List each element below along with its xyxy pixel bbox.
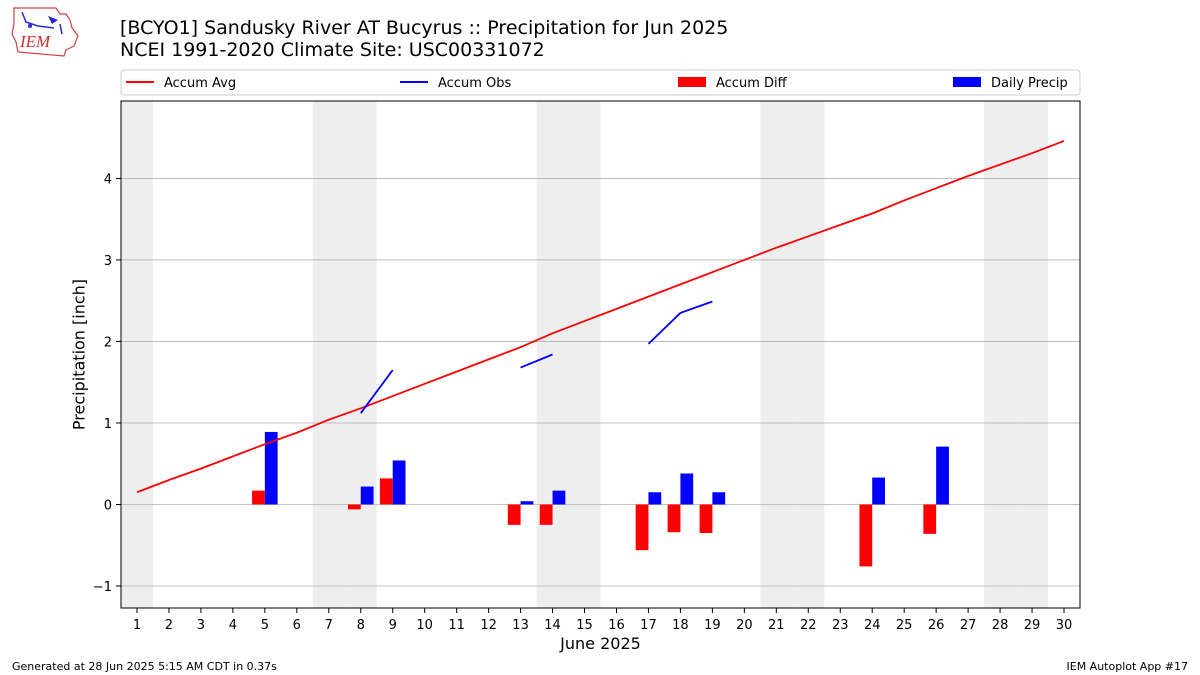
x-tick-label: 1 [133,618,141,633]
accum-diff-bar [379,478,393,505]
legend-box [120,69,1081,96]
x-tick-label: 17 [640,618,657,633]
legend-swatch-patch [678,77,706,87]
accum-diff-bar [923,504,937,534]
x-tick-label: 15 [576,618,593,633]
x-tick-label: 13 [512,618,529,633]
legend-label: Accum Obs [438,76,511,91]
x-tick-label: 3 [197,618,205,633]
daily-precip-bar [680,473,694,505]
x-tick-label: 18 [672,618,689,633]
x-tick-label: 21 [768,618,785,633]
x-tick-label: 24 [864,618,881,633]
y-tick-label: 2 [104,335,112,350]
accum-diff-bar [347,504,361,510]
daily-precip-bar [520,501,534,505]
plot-frame [120,100,1081,609]
x-tick-label: 11 [448,618,465,633]
x-axis-label: June 2025 [559,634,641,653]
y-tick-label: 3 [104,254,112,269]
x-tick-label: 30 [1056,618,1073,633]
daily-precip-bar [392,460,406,505]
x-tick-label: 16 [608,618,625,633]
daily-precip-bar [552,490,566,505]
weekend-band [984,101,1017,608]
x-tick-label: 10 [416,618,433,633]
daily-precip-bar [648,492,662,505]
legend: Accum Avg Accum Obs Accum Diff Daily Precip [120,69,1081,96]
x-tick-label: 2 [165,618,173,633]
accum-diff-bar [252,490,265,505]
weekend-band [568,101,601,608]
iem-logo: IEM [11,7,79,57]
x-tick-label: 20 [736,618,753,633]
chart-title: [BCYO1] Sandusky River AT Bucyrus :: Pre… [120,17,729,39]
daily-precip-bar [264,431,278,505]
accum-diff-bar [539,504,553,525]
weekend-bands [121,101,1049,608]
accum-diff-bar [859,504,873,567]
x-tick-label: 23 [832,618,849,633]
series-lines [136,140,1065,494]
weekend-band [1016,101,1049,608]
y-tick-label: 1 [104,417,112,432]
weekend-band [760,101,793,608]
y-tick-label: 4 [104,172,112,187]
bars [252,431,949,567]
x-axis: 1 2 3 4 5 6 7 8 9 10 11 12 13 14 15 16 17 18 19 20 21 22 23 24 2… [133,608,1072,633]
weekend-band [121,101,153,608]
legend-label: Accum Diff [716,76,788,91]
accum-avg-line [136,140,1065,494]
accum-obs-line [647,300,713,345]
x-tick-label: 4 [229,618,237,633]
app-note: IEM Autoplot App #17 [1066,660,1189,673]
x-tick-label: 19 [704,618,721,633]
logo-text: IEM [19,32,51,51]
generated-note: Generated at 28 Jun 2025 5:15 AM CDT in … [12,660,277,673]
y-tick-label: −1 [93,580,112,595]
accum-obs-line [360,369,394,414]
accum-diff-bar [667,504,681,533]
x-tick-label: 28 [992,618,1009,633]
x-tick-label: 25 [896,618,913,633]
daily-precip-bar [360,486,374,505]
x-tick-label: 27 [960,618,977,633]
legend-swatch-patch [953,77,981,87]
legend-label: Daily Precip [991,76,1068,91]
daily-precip-bar [872,477,886,505]
x-tick-label: 26 [928,618,945,633]
daily-precip-bar [712,492,726,505]
x-tick-label: 7 [325,618,333,633]
y-axis: −1 0 1 2 3 4 [93,172,121,595]
legend-label: Accum Avg [164,76,236,91]
x-tick-label: 22 [800,618,817,633]
x-tick-label: 8 [357,618,365,633]
x-tick-label: 9 [389,618,397,633]
x-tick-label: 6 [293,618,301,633]
accum-diff-bar [699,504,713,534]
chart-subtitle: NCEI 1991-2020 Climate Site: USC00331072 [120,39,545,61]
x-tick-label: 29 [1024,618,1041,633]
weekend-band [344,101,377,608]
x-tick-label: 12 [480,618,497,633]
weekend-band [792,101,825,608]
accum-obs-line [520,353,553,369]
daily-precip-bar [936,446,949,505]
grid-lines [121,178,1080,587]
x-tick-label: 5 [261,618,269,633]
x-tick-label: 14 [544,618,561,633]
y-tick-label: 0 [104,498,112,513]
y-axis-label: Precipitation [inch] [70,279,89,430]
weekend-band [312,101,345,608]
accum-diff-bar [507,504,521,525]
accum-diff-bar [635,504,649,551]
